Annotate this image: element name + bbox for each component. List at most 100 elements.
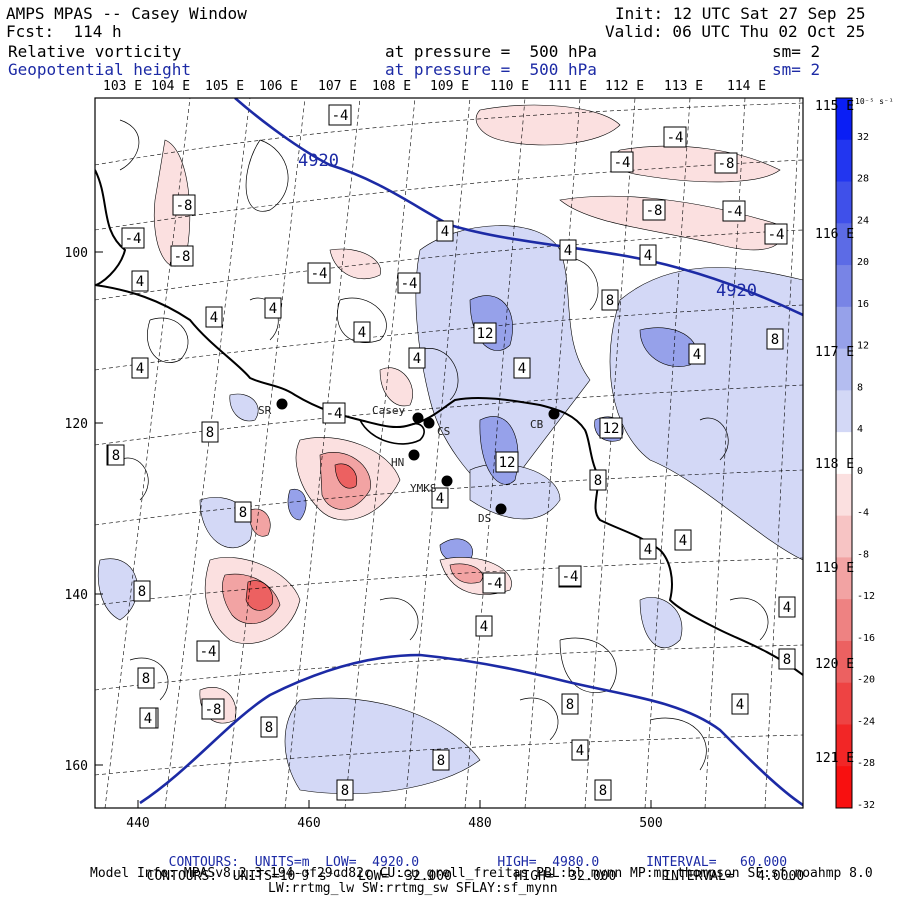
- tick-marks: [95, 251, 652, 808]
- field2-pressure: at pressure = 500 hPa: [385, 60, 597, 79]
- colorbar-swatch: [836, 139, 852, 183]
- colorbar-tick: 0: [857, 466, 863, 477]
- svg-text:CS: CS: [437, 425, 450, 438]
- vorticity-label: -4: [397, 272, 421, 294]
- svg-text:8: 8: [599, 783, 607, 799]
- vorticity-label: -4: [328, 104, 352, 126]
- longitude-label: 105 E: [205, 79, 244, 94]
- vorticity-label: 4: [139, 707, 157, 729]
- vorticity-label: -4: [722, 200, 746, 222]
- vorticity-label: 12: [599, 417, 623, 439]
- colorbar-tick: 32: [857, 132, 869, 143]
- svg-text:YMKS: YMKS: [410, 482, 437, 495]
- svg-text:-4: -4: [200, 644, 217, 660]
- vorticity-label: -4: [121, 227, 145, 249]
- vorticity-label: 8: [260, 716, 278, 738]
- svg-text:4: 4: [644, 542, 652, 558]
- coastline-inlet: [359, 419, 425, 445]
- y-tick-label: 120: [65, 417, 88, 432]
- svg-text:DS: DS: [478, 512, 491, 525]
- colorbar-swatch: [836, 515, 852, 558]
- height-contour-labels: 4920 4920: [298, 151, 757, 301]
- svg-text:-4: -4: [332, 108, 349, 124]
- x-tick-label: 480: [468, 816, 491, 831]
- svg-text:-4: -4: [614, 155, 631, 171]
- longitude-label: 117 E: [815, 345, 854, 360]
- colorbar-frame: [835, 97, 853, 809]
- svg-text:4: 4: [679, 533, 687, 549]
- forecast-hour: Fcst: 114 h: [6, 22, 122, 41]
- vorticity-label: 8: [778, 648, 796, 670]
- svg-text:4: 4: [564, 243, 572, 259]
- colorbar-swatch: [836, 724, 852, 767]
- vorticity-label: -4: [322, 402, 346, 424]
- colorbar-swatch: [836, 473, 852, 517]
- colorbar-tick: -24: [857, 716, 875, 727]
- longitude-label: 110 E: [490, 79, 529, 94]
- contour-low: LOW= -32.000: [358, 869, 452, 884]
- vorticity-label: 4: [264, 297, 282, 319]
- svg-text:8: 8: [112, 448, 120, 464]
- vorticity-label: -4: [610, 151, 634, 173]
- longitude-label: 108 E: [372, 79, 411, 94]
- station-casey: Casey: [372, 404, 424, 424]
- vorticity-label: 4: [436, 220, 454, 242]
- svg-text:4: 4: [644, 248, 652, 264]
- colorbar-swatch: [836, 181, 852, 224]
- model-info: Model Info: MPASv8.2.3-194-gf29cd82c CU:…: [90, 866, 873, 881]
- svg-text:12: 12: [499, 455, 516, 471]
- svg-text:-4: -4: [768, 227, 785, 243]
- station-ds: DS: [478, 503, 507, 525]
- contour-label: CONTOURS:: [168, 855, 240, 870]
- vorticity-label: 4: [513, 357, 531, 379]
- station-cs: CS: [423, 417, 450, 438]
- svg-text:4: 4: [269, 301, 277, 317]
- vorticity-label: 4: [674, 529, 692, 551]
- colorbar-tick: -28: [857, 758, 875, 769]
- negative-vorticity-shading-strong: [245, 463, 358, 611]
- svg-text:-8: -8: [718, 156, 735, 172]
- field1-smoothing: sm= 2: [772, 42, 821, 61]
- svg-text:4: 4: [480, 619, 488, 635]
- vorticity-label: 4: [731, 693, 749, 715]
- svg-text:8: 8: [341, 783, 349, 799]
- station-cb: CB: [530, 408, 560, 431]
- vorticity-label: 4: [559, 239, 577, 261]
- axis-ticks: 440 460 480 500 100 120 140 160: [65, 246, 663, 831]
- y-tick-label: 160: [65, 759, 88, 774]
- colorbar-swatch: [836, 348, 852, 391]
- contour-units: UNITS=m: [254, 855, 310, 870]
- height-label: 4920: [716, 281, 757, 301]
- longitude-label: 113 E: [664, 79, 703, 94]
- colorbar-swatch: [836, 599, 852, 642]
- coastline: [95, 169, 803, 676]
- contour-label: CONTOURS:: [146, 869, 218, 884]
- valid-time: Valid: 06 UTC Thu 02 Oct 25: [605, 22, 866, 41]
- vorticity-label: 8: [589, 469, 607, 491]
- contour-interval: INTERVAL= 60.000: [646, 855, 788, 870]
- longitude-label: 112 E: [605, 79, 644, 94]
- station-ymks: YMKS: [410, 475, 453, 495]
- vorticity-label: 12: [495, 451, 519, 473]
- vorticity-label: 8: [601, 289, 619, 311]
- longitude-label: 106 E: [259, 79, 298, 94]
- svg-text:4: 4: [358, 325, 366, 341]
- y-tick-label: 140: [65, 588, 88, 603]
- right-longitude-labels: 115 E 116 E 117 E 118 E 119 E 120 E 121 E: [815, 99, 854, 766]
- vorticity-label: 4: [639, 244, 657, 266]
- svg-text:-4: -4: [311, 266, 328, 282]
- svg-text:8: 8: [771, 332, 779, 348]
- vorticity-label: -4: [764, 223, 788, 245]
- svg-text:-8: -8: [646, 203, 663, 219]
- vorticity-label: 4: [571, 739, 589, 761]
- vorticity-label: 4: [639, 538, 657, 560]
- vorticity-label: -8: [201, 698, 225, 720]
- x-tick-label: 460: [297, 816, 320, 831]
- vorticity-label: 4: [131, 357, 149, 379]
- svg-text:-4: -4: [125, 231, 142, 247]
- colorbar-swatch: [836, 640, 852, 684]
- y-tick-label: 100: [65, 246, 88, 261]
- vorticity-label: 4: [688, 343, 706, 365]
- svg-text:4: 4: [436, 491, 444, 507]
- height-contour-info: CONTOURS: UNITS=m LOW= 4920.0 HIGH= 4980…: [153, 836, 787, 872]
